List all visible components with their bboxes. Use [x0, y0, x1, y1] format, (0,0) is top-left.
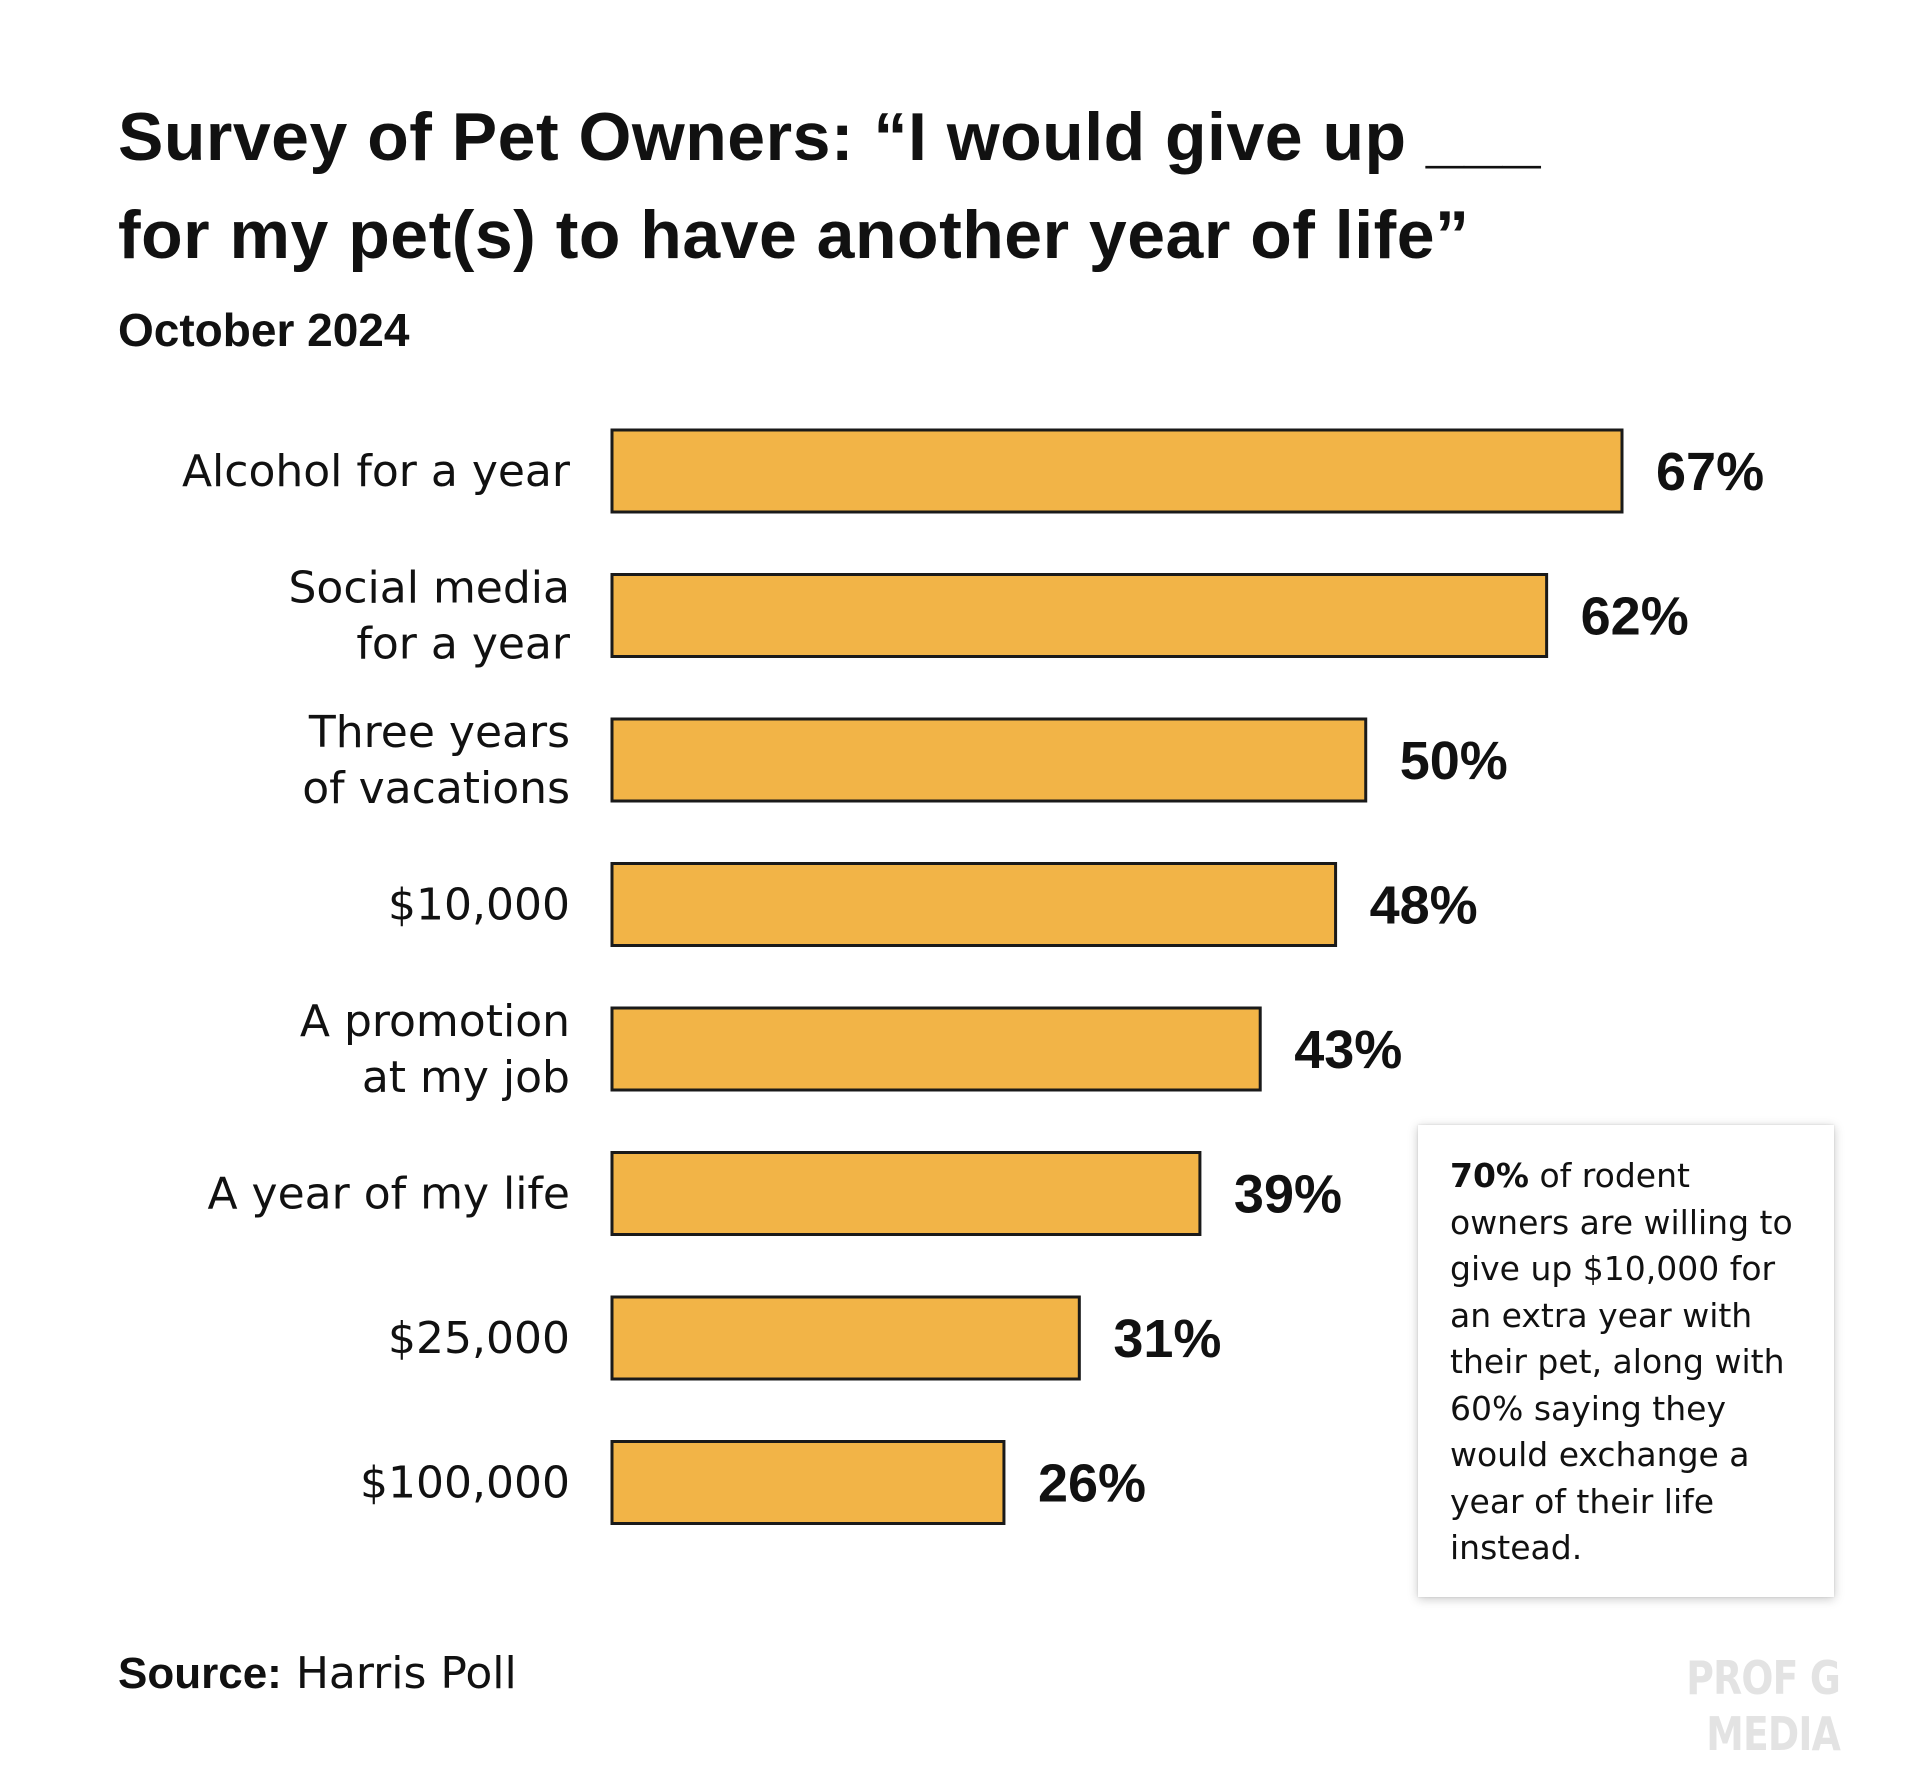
callout-note-highlight: 70%	[1450, 1156, 1529, 1195]
bar-chart: 67% Alcohol for a year 62% Social mediafor …	[182, 428, 1764, 1525]
bar-5	[610, 1006, 1262, 1092]
category-label-5-line-2: at my job	[362, 1052, 570, 1103]
category-label-6: A year of my life	[207, 1169, 570, 1220]
source-text: Harris Poll	[281, 1648, 517, 1699]
bar-7	[610, 1295, 1081, 1381]
bar-value-label-2: 62%	[1581, 587, 1689, 647]
brand-watermark: PROF G MEDIA	[1686, 1651, 1841, 1761]
bar-value-label-3: 50%	[1400, 731, 1508, 791]
category-label-3-line-2: of vacations	[302, 763, 570, 814]
chart-title-line-2: for my pet(s) to have another year of li…	[118, 197, 1470, 273]
category-label-2-line-1: Social media	[289, 563, 571, 614]
source-line: Source: Harris Poll	[118, 1646, 517, 1702]
bar-8	[610, 1440, 1006, 1525]
category-label-3-line-1: Three years	[308, 707, 570, 758]
bar-2	[610, 573, 1549, 658]
category-label-8: $100,000	[360, 1458, 570, 1509]
callout-note-text: of rodent owners are willing to give up …	[1450, 1156, 1793, 1567]
category-label-5-line-1: A promotion	[300, 996, 570, 1047]
chart-subtitle: October 2024	[118, 304, 410, 356]
bar-value-label-6: 39%	[1234, 1165, 1342, 1225]
bars-layer: 67% Alcohol for a year 62% Social mediafor …	[182, 428, 1764, 1525]
callout-note: 70% of rodent owners are willing to give…	[1418, 1125, 1834, 1597]
bar-value-label-5: 43%	[1294, 1020, 1402, 1080]
bar-1	[610, 428, 1624, 514]
chart-title-line-1: Survey of Pet Owners: “I would give up _…	[118, 99, 1541, 175]
bar-6	[610, 1151, 1202, 1236]
bar-value-label-8: 26%	[1038, 1454, 1146, 1514]
bar-value-label-7: 31%	[1113, 1309, 1221, 1369]
source-label: Source:	[118, 1649, 282, 1698]
bar-value-label-4: 48%	[1370, 876, 1478, 936]
category-label-2-line-2: for a year	[356, 619, 571, 670]
bar-4	[610, 862, 1338, 947]
category-label-4: $10,000	[388, 880, 570, 931]
category-label-1: Alcohol for a year	[182, 446, 571, 497]
bar-value-label-1: 67%	[1656, 442, 1764, 502]
category-label-7: $25,000	[388, 1313, 570, 1364]
bar-3	[610, 717, 1368, 803]
chart-title: Survey of Pet Owners: “I would give up _…	[118, 88, 1818, 284]
